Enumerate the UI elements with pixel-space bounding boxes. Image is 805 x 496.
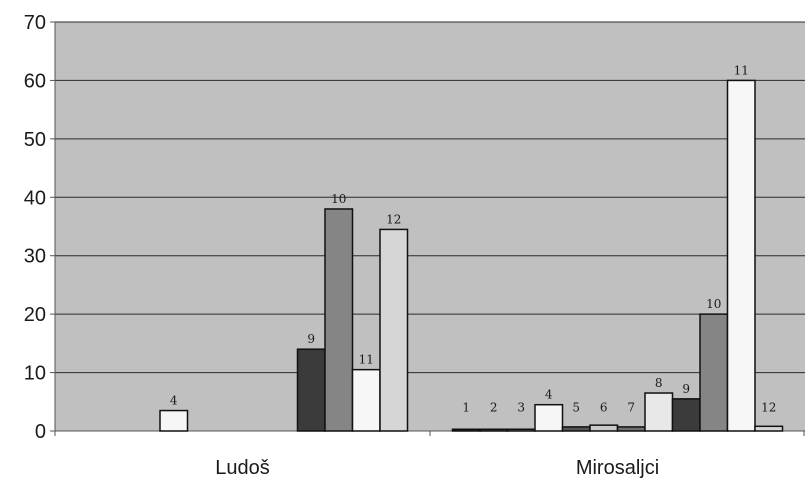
- bar-0-series-10: [324, 208, 354, 432]
- bar-1-series-8: [644, 392, 674, 432]
- bar-1-series-4: [534, 403, 564, 432]
- bar-0-series-9: [296, 348, 326, 432]
- data-label-1-series-12: 12: [761, 400, 776, 414]
- bar-1-series-6: [589, 424, 619, 432]
- data-label-1-series-10: 10: [706, 297, 721, 311]
- bar-1-series-9: [671, 398, 701, 432]
- y-tick-label-60: 60: [24, 70, 46, 92]
- data-label-0-series-11: 11: [359, 353, 374, 367]
- data-label-0-series-10: 10: [331, 192, 346, 206]
- bar-1-series-5: [561, 426, 591, 432]
- y-tick-label-40: 40: [24, 187, 46, 209]
- bars: [159, 79, 784, 432]
- bar-0-series-11: [351, 368, 381, 432]
- data-label-1-series-11: 11: [734, 63, 749, 77]
- bar-1-series-2: [479, 428, 509, 432]
- bar-1-series-10: [699, 313, 729, 432]
- data-label-1-series-4: 4: [545, 388, 553, 402]
- data-label-0-series-12: 12: [386, 212, 401, 226]
- bar-0-series-4: [159, 409, 189, 432]
- data-label-1-series-7: 7: [627, 400, 635, 414]
- data-label-1-series-3: 3: [517, 400, 525, 414]
- plot-area: [55, 22, 805, 431]
- bar-1-series-12: [754, 425, 784, 432]
- x-category-label-0: Ludoš: [215, 457, 270, 479]
- bar-1-series-3: [506, 428, 536, 432]
- bar-0-series-12: [379, 228, 409, 432]
- y-tick-label-70: 70: [24, 12, 46, 34]
- y-tick-label-20: 20: [24, 304, 46, 326]
- data-label-0-series-9: 9: [307, 332, 315, 346]
- data-label-1-series-6: 6: [600, 400, 608, 414]
- y-tick-label-0: 0: [35, 421, 46, 443]
- y-tick-label-10: 10: [24, 363, 46, 385]
- data-label-1-series-2: 2: [490, 400, 498, 414]
- data-label-1-series-9: 9: [682, 382, 690, 396]
- bar-1-series-1: [451, 428, 481, 432]
- data-label-1-series-8: 8: [655, 376, 663, 390]
- y-tick-label-50: 50: [24, 129, 46, 151]
- data-label-0-series-4: 4: [170, 394, 178, 408]
- y-tick-label-30: 30: [24, 246, 46, 268]
- bar-1-series-7: [616, 426, 646, 432]
- data-label-1-series-1: 1: [462, 400, 470, 414]
- bar-1-series-11: [726, 79, 756, 432]
- gridlines: [55, 21, 805, 374]
- data-label-1-series-5: 5: [572, 400, 580, 414]
- x-category-label-1: Mirosaljci: [576, 457, 659, 479]
